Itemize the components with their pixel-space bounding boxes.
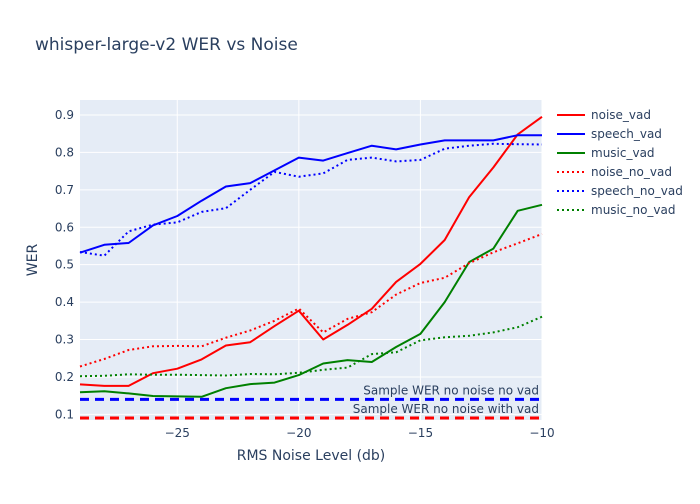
- series-line-noise_vad: [79, 115, 543, 387]
- legend-item-music_vad[interactable]: music_vad: [557, 146, 655, 160]
- y-tick-label: 0.9: [55, 108, 74, 122]
- x-axis-label: RMS Noise Level (db): [237, 448, 386, 464]
- x-tick-label: −25: [165, 426, 190, 440]
- grid: [80, 100, 543, 420]
- legend-item-noise_no_vad[interactable]: noise_no_vad: [557, 165, 672, 179]
- legend[interactable]: noise_vad speech_vad music_vad noise_no_vad…: [557, 108, 683, 217]
- y-tick-label: 0.4: [55, 295, 74, 309]
- y-tick-label: 0.1: [55, 407, 74, 421]
- legend-label: speech_no_vad: [591, 184, 683, 198]
- legend-item-speech_vad[interactable]: speech_vad: [557, 127, 662, 141]
- y-tick-label: 0.8: [55, 145, 74, 159]
- legend-item-noise_vad[interactable]: noise_vad: [557, 108, 651, 122]
- legend-item-music_no_vad[interactable]: music_no_vad: [557, 203, 676, 217]
- reference-line-label: Sample WER no noise with vad: [353, 402, 539, 416]
- y-tick-label: 0.6: [55, 220, 74, 234]
- y-tick-label: 0.2: [55, 370, 74, 384]
- chart-title: whisper-large-v2 WER vs Noise: [35, 35, 298, 55]
- legend-label: noise_vad: [591, 108, 651, 122]
- reference-line-label: Sample WER no noise no vad: [363, 383, 539, 397]
- y-axis-label: WER: [25, 244, 41, 277]
- plot-area: [80, 100, 542, 420]
- series-line-music_vad: [79, 203, 543, 398]
- legend-label: music_no_vad: [591, 203, 676, 217]
- series-line-music_no_vad: [79, 315, 543, 378]
- legend-label: music_vad: [591, 146, 655, 160]
- y-tick-label: 0.5: [55, 258, 74, 272]
- legend-label: noise_no_vad: [591, 165, 672, 179]
- series-line-noise_no_vad: [79, 233, 543, 368]
- x-tick-label: −10: [529, 426, 554, 440]
- y-tick-label: 0.7: [55, 183, 74, 197]
- x-tick-label: −15: [408, 426, 433, 440]
- series-line-speech_vad: [79, 134, 542, 254]
- x-tick-label: −20: [286, 426, 311, 440]
- series-lines: [79, 115, 543, 398]
- axis-ticks: 0.1 0.2 0.3 0.4 0.5 0.6 0.7 0.8 0.9 −25 −20 −15 −10: [55, 108, 555, 440]
- legend-label: speech_vad: [591, 127, 662, 141]
- reference-lines: Sample WER no noise no vad Sample WER no …: [80, 383, 542, 420]
- legend-item-speech_no_vad[interactable]: speech_no_vad: [557, 184, 683, 198]
- y-tick-label: 0.3: [55, 333, 74, 347]
